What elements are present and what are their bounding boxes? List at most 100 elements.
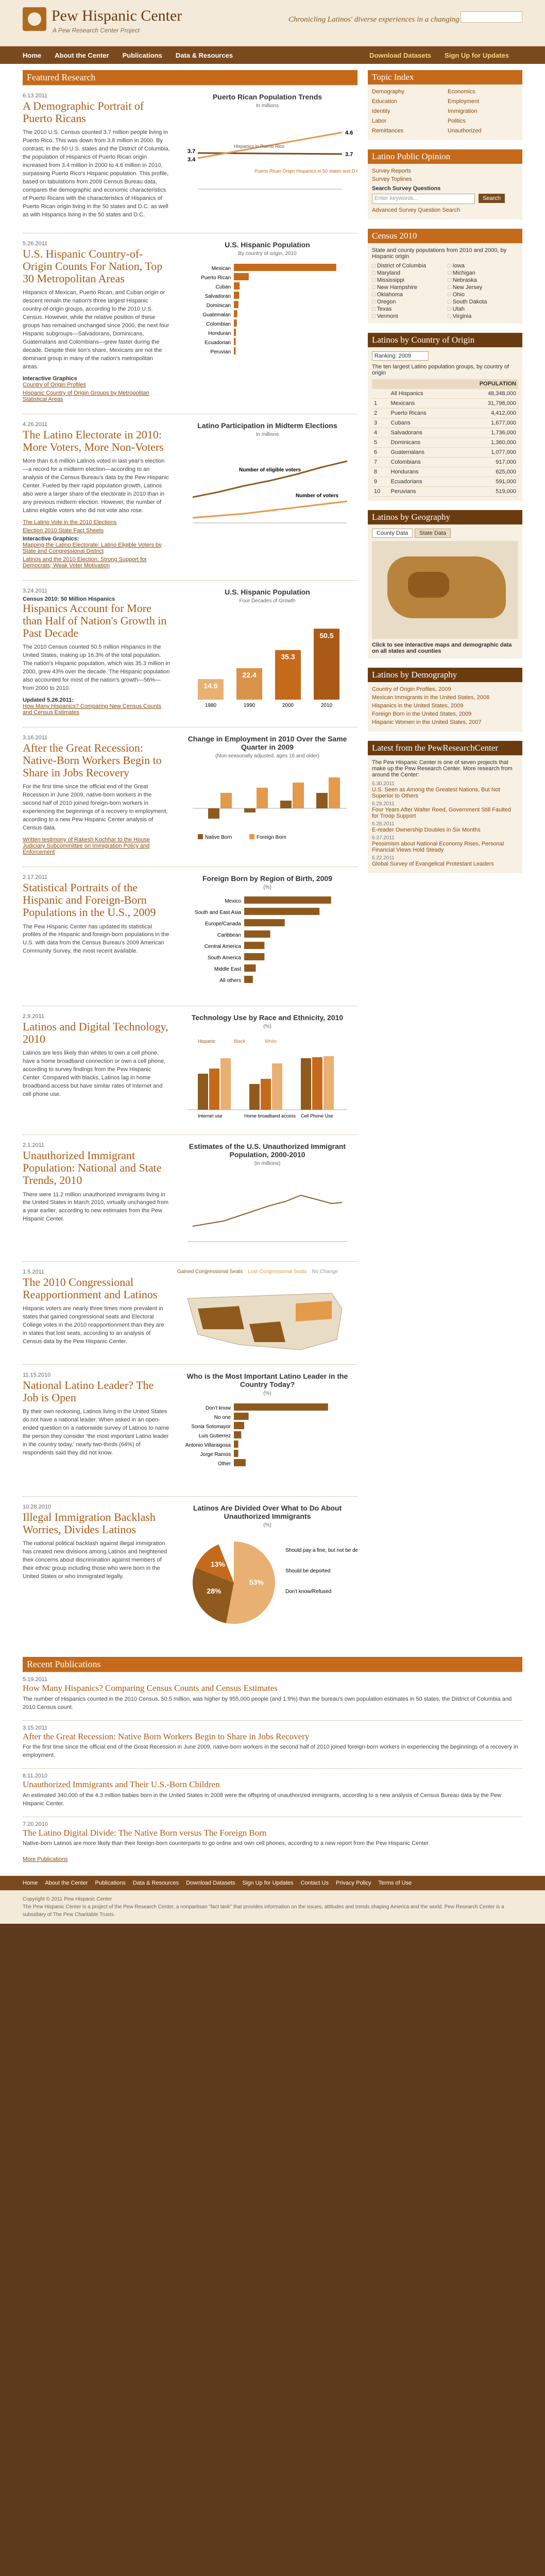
article-headline[interactable]: Illegal Immigration Backlash Worries, Di… [23,1510,156,1536]
article-link[interactable]: How Many Hispanics? Comparing New Census… [23,703,162,716]
state-item[interactable]: District of Columbia [372,263,442,269]
article-link[interactable]: Latinos and the 2010 Election: Strong Su… [23,556,147,569]
table-row[interactable]: 5 Dominicans 1,360,000 [372,437,518,448]
article-headline[interactable]: The 2010 Congressional Reapportionment a… [23,1275,158,1301]
table-row[interactable]: 8 Hondurans 625,000 [372,467,518,477]
figure-subtitle: (Non-seasonally adjusted, ages 16 and ol… [215,753,319,759]
article-link[interactable]: Hispanic Country of Origin Groups by Met… [23,389,149,402]
pew-item-link[interactable]: U.S. Seen as Among the Greatest Nations,… [372,787,500,799]
state-item[interactable]: Oregon [372,299,442,305]
survey-search-input[interactable]: Enter keywords... [372,194,475,204]
nav-sign-up[interactable]: Sign Up for Updates [445,51,509,59]
article-link[interactable]: The Latino Vote in the 2010 Elections [23,519,117,526]
table-row[interactable]: 3 Cubans 1,677,000 [372,418,518,428]
state-item[interactable]: Michigan [448,270,518,276]
nav-about[interactable]: About the Center [55,51,109,59]
topic-link[interactable]: Immigration [448,108,478,114]
topic-link[interactable]: Education [372,98,397,105]
topic-link[interactable]: Remittances [372,128,404,134]
table-row[interactable]: 2 Puerto Ricans 4,412,000 [372,408,518,418]
more-publications-link[interactable]: More Publications [23,1856,68,1863]
geography-map[interactable] [372,541,518,639]
footer-link[interactable]: Data & Resources [132,1880,179,1887]
state-item[interactable]: Iowa [448,263,518,269]
article-link[interactable]: Written testimony of Rakesh Kochhar to t… [23,836,150,855]
topic-link[interactable]: Demography [372,89,404,95]
pew-item-link[interactable]: Global Survey of Evangelical Protestant … [372,861,494,867]
article-link[interactable]: Election 2010 State Fact Sheets [23,527,104,534]
footer-link[interactable]: Privacy Policy [335,1880,371,1887]
nav-home[interactable]: Home [23,51,42,59]
advanced-search-link[interactable]: Advanced Survey Question Search [372,207,461,213]
article-headline[interactable]: A Demographic Portrait of Puerto Ricans [23,99,144,125]
tab-state-data[interactable]: State Data [415,529,451,538]
table-row[interactable]: 6 Guatemalans 1,077,000 [372,447,518,457]
state-item[interactable]: New Hampshire [372,284,442,291]
footer-link[interactable]: Contact Us [300,1880,329,1887]
nav-publications[interactable]: Publications [122,51,162,59]
state-item[interactable]: Virginia [448,313,518,319]
footer-link[interactable]: Publications [95,1880,126,1887]
demography-link[interactable]: Foreign Born in the United States, 2009 [372,711,472,717]
table-row[interactable]: 10 Peruvians 519,000 [372,486,518,497]
article-headline[interactable]: Statistical Portraits of the Hispanic an… [23,880,156,919]
ranking-select[interactable]: Ranking: 2009 [372,351,429,361]
article-headline[interactable]: The Latino Electorate in 2010: More Vote… [23,428,164,453]
footer-link[interactable]: About the Center [45,1880,88,1887]
topic-link[interactable]: Employment [448,98,480,105]
state-item[interactable]: Maryland [372,270,442,276]
state-item[interactable]: New Jersey [448,284,518,291]
article-headline[interactable]: Hispanics Account for More than Half of … [23,601,167,639]
footer-link[interactable]: Terms of Use [378,1880,412,1887]
category-label: All others [219,978,241,984]
footer-link[interactable]: Sign Up for Updates [242,1880,294,1887]
demography-link[interactable]: Hispanic Women in the United States, 200… [372,719,482,725]
pew-item-link[interactable]: Pessimism about National Economy Rises, … [372,841,504,853]
logo-icon[interactable] [23,7,46,31]
demography-link[interactable]: Hispanics in the United States, 2009 [372,703,464,709]
state-item[interactable]: Ohio [448,292,518,298]
state-item[interactable]: Utah [448,306,518,312]
footer-link[interactable]: Download Datasets [186,1880,235,1887]
nav-data-resources[interactable]: Data & Resources [175,51,233,59]
table-row[interactable]: 9 Ecuadorians 591,000 [372,477,518,487]
topic-link[interactable]: Politics [448,118,466,124]
table-row[interactable]: All Hispanics 48,348,000 [372,388,518,399]
state-item[interactable]: Oklahoma [372,292,442,298]
recent-headline[interactable]: Unauthorized Immigrants and Their U.S.-B… [23,1780,220,1790]
table-row[interactable]: 7 Colombians 917,000 [372,457,518,467]
demography-link[interactable]: Mexican Immigrants in the United States,… [372,694,490,701]
site-search-input[interactable] [461,11,522,23]
state-item[interactable]: South Dakota [448,299,518,305]
nav-download-datasets[interactable]: Download Datasets [369,51,432,59]
table-row[interactable]: 4 Salvadorans 1,736,000 [372,428,518,438]
article-headline[interactable]: Unauthorized Immigrant Population: Natio… [23,1148,162,1187]
topic-link[interactable]: Economics [448,89,475,95]
article-headline[interactable]: After the Great Recession: Native-Born W… [23,741,162,779]
recent-headline[interactable]: After the Great Recession: Native Born W… [23,1731,310,1741]
topic-link[interactable]: Unauthorized [448,128,482,134]
survey-reports-link[interactable]: Survey Reports [372,168,411,174]
survey-search-button[interactable]: Search [479,194,505,203]
demography-link[interactable]: Country of Origin Profiles, 2009 [372,686,451,692]
article-link[interactable]: Mapping the Latino Electorate: Latino El… [23,541,162,554]
state-item[interactable]: Nebraska [448,277,518,283]
recent-headline[interactable]: The Latino Digital Divide: The Native Bo… [23,1827,267,1838]
tab-county-data[interactable]: County Data [372,529,413,538]
survey-toplines-link[interactable]: Survey Toplines [372,176,412,182]
site-title[interactable]: Pew Hispanic Center [52,7,182,24]
state-item[interactable]: Mississippi [372,277,442,283]
pew-item-link[interactable]: E-reader Ownership Doubles in Six Months [372,827,481,833]
state-item[interactable]: Vermont [372,313,442,319]
footer-link[interactable]: Home [23,1880,38,1887]
article-headline[interactable]: Latinos and Digital Technology, 2010 [23,1020,168,1046]
state-item[interactable]: Texas [372,306,442,312]
topic-link[interactable]: Identity [372,108,390,114]
article-headline[interactable]: National Latino Leader? The Job is Open [23,1378,154,1404]
article-headline[interactable]: U.S. Hispanic Country-of-Origin Counts F… [23,247,163,285]
article-link[interactable]: Country of Origin Profiles [23,381,86,388]
topic-link[interactable]: Labor [372,118,387,124]
pew-item-link[interactable]: Four Years After Walter Reed, Government… [372,807,511,819]
table-row[interactable]: 1 Mexicans 31,798,000 [372,398,518,409]
recent-headline[interactable]: How Many Hispanics? Comparing Census Cou… [23,1683,278,1693]
